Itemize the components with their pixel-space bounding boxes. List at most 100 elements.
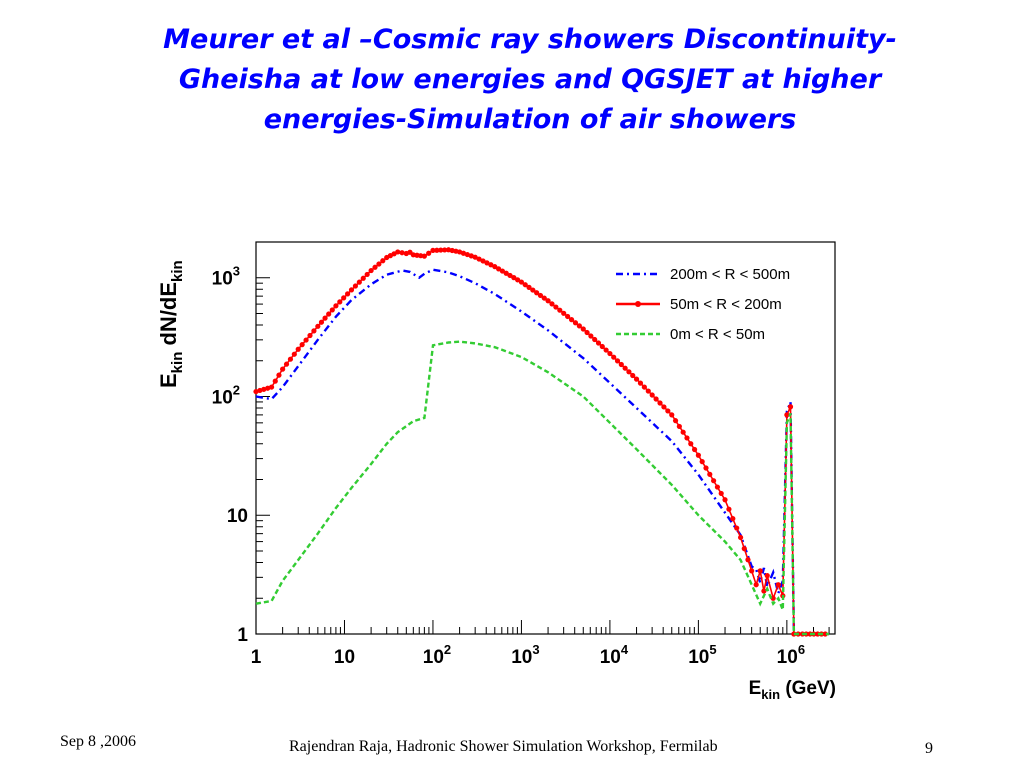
data-point bbox=[622, 365, 628, 371]
x-tick-label: 104 bbox=[600, 642, 629, 668]
x-tick-label-exponent: 3 bbox=[532, 642, 539, 657]
data-point bbox=[676, 423, 682, 430]
x-axis-title: Ekin (GeV) bbox=[749, 678, 836, 702]
data-point bbox=[599, 343, 605, 350]
data-point bbox=[753, 582, 759, 588]
data-point bbox=[352, 283, 359, 289]
data-point bbox=[507, 272, 513, 279]
data-point bbox=[611, 354, 617, 360]
data-point bbox=[434, 247, 440, 253]
data-point bbox=[607, 350, 613, 357]
data-point bbox=[815, 631, 821, 637]
x-tick-label-exponent: 2 bbox=[444, 642, 451, 657]
data-point bbox=[714, 484, 721, 490]
data-point bbox=[603, 347, 609, 353]
y-tick-label-exponent: 3 bbox=[233, 264, 240, 279]
footer-credit: Rajendran Raja, Hadronic Shower Simulati… bbox=[289, 738, 718, 755]
data-point bbox=[730, 516, 736, 522]
y-tick-label-base: 10 bbox=[212, 387, 233, 408]
x-tick-label: 10 bbox=[334, 647, 355, 668]
data-point bbox=[572, 320, 579, 326]
y-tick-label: 102 bbox=[212, 382, 240, 408]
data-point bbox=[526, 284, 532, 290]
data-point bbox=[333, 303, 339, 309]
x-axis-title-sub: kin bbox=[761, 687, 780, 702]
data-point bbox=[734, 525, 740, 531]
data-point bbox=[368, 267, 374, 274]
x-tick-label-base: 10 bbox=[511, 647, 532, 668]
x-tick-label-exponent: 6 bbox=[798, 642, 805, 657]
data-point bbox=[737, 534, 744, 541]
x-tick-label-base: 10 bbox=[688, 647, 709, 668]
data-point bbox=[588, 333, 594, 339]
data-point bbox=[484, 260, 490, 266]
data-point bbox=[576, 323, 582, 329]
data-point bbox=[287, 356, 294, 362]
y-tick-label-base: 10 bbox=[212, 269, 233, 290]
data-point bbox=[592, 336, 598, 343]
data-point bbox=[749, 568, 755, 574]
data-point bbox=[344, 291, 351, 297]
y-tick-label-base: 10 bbox=[227, 506, 248, 527]
data-point bbox=[703, 465, 709, 471]
data-point bbox=[561, 310, 567, 316]
x-tick-label-exponent: 4 bbox=[621, 642, 629, 657]
data-point bbox=[653, 396, 659, 402]
data-point bbox=[553, 304, 559, 310]
data-point bbox=[268, 384, 275, 390]
data-point bbox=[626, 369, 632, 375]
data-point bbox=[695, 452, 701, 458]
data-point bbox=[322, 315, 328, 321]
data-point bbox=[722, 497, 728, 503]
data-point bbox=[442, 247, 448, 253]
data-point bbox=[395, 249, 401, 255]
data-point bbox=[726, 506, 732, 512]
y-tick-label: 1 bbox=[237, 625, 248, 646]
data-point bbox=[326, 311, 332, 317]
data-point bbox=[549, 301, 555, 307]
data-point bbox=[421, 253, 427, 259]
y-axis-title-sub: kin bbox=[169, 352, 186, 374]
data-point bbox=[680, 429, 686, 435]
data-point bbox=[426, 250, 432, 256]
x-tick-label-base: 10 bbox=[334, 647, 355, 668]
data-point bbox=[488, 262, 494, 268]
data-point bbox=[699, 459, 705, 465]
data-point bbox=[276, 372, 282, 378]
data-point bbox=[565, 313, 571, 320]
data-point bbox=[688, 441, 694, 447]
data-point bbox=[645, 388, 651, 394]
data-point bbox=[649, 392, 655, 398]
x-tick-label-base: 10 bbox=[600, 647, 621, 668]
data-point bbox=[307, 332, 313, 339]
legend-label: 50m < R < 200m bbox=[670, 296, 782, 313]
x-tick-label: 105 bbox=[688, 642, 716, 668]
data-point bbox=[684, 435, 690, 441]
data-point bbox=[633, 376, 640, 382]
data-point bbox=[672, 418, 679, 424]
data-point bbox=[775, 582, 781, 588]
title-line: Meurer et al –Cosmic ray showers Discont… bbox=[163, 24, 897, 55]
x-axis-title-rest: (GeV) bbox=[780, 678, 836, 699]
data-point bbox=[557, 307, 563, 313]
data-point bbox=[283, 361, 290, 367]
data-point bbox=[757, 568, 763, 574]
data-point bbox=[691, 446, 698, 453]
data-point bbox=[784, 412, 790, 418]
data-point bbox=[280, 366, 286, 372]
plot-frame bbox=[255, 241, 836, 635]
data-point bbox=[580, 326, 586, 332]
data-point bbox=[265, 385, 271, 391]
axis-ticks bbox=[255, 241, 830, 635]
data-point bbox=[537, 292, 544, 299]
data-point bbox=[348, 287, 355, 293]
title-line: Gheisha at low energies and QGSJET at hi… bbox=[178, 64, 882, 95]
data-point bbox=[372, 264, 378, 270]
data-point bbox=[291, 351, 297, 357]
data-point bbox=[541, 295, 547, 301]
data-point bbox=[376, 261, 382, 267]
y-tick-label: 10 bbox=[227, 506, 248, 527]
series-line bbox=[255, 268, 830, 636]
legend-swatch-dot bbox=[635, 301, 641, 307]
data-point bbox=[472, 254, 478, 260]
